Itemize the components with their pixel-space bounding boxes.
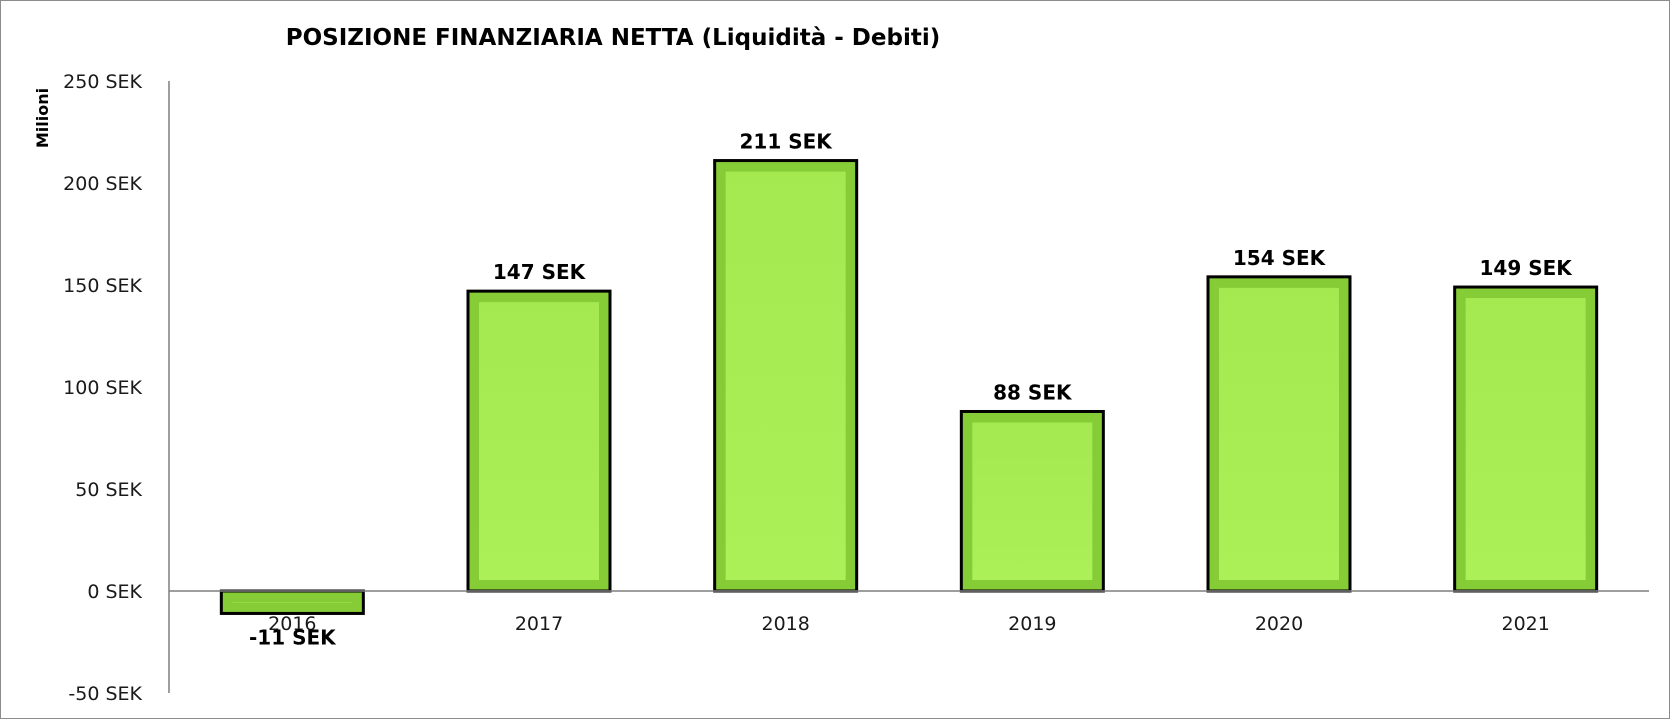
y-tick-label: 100 SEK bbox=[63, 377, 142, 399]
y-tick-label: -50 SEK bbox=[68, 683, 142, 705]
bar-inner bbox=[479, 302, 599, 580]
bar bbox=[219, 589, 365, 615]
bar-inner bbox=[1465, 298, 1586, 580]
y-axis-label: Milioni bbox=[33, 88, 52, 148]
category-labels: 2016 2017 2018 2019 2020 2021 bbox=[268, 613, 1550, 635]
x-tick-label: 2020 bbox=[1255, 613, 1303, 635]
data-label: 149 SEK bbox=[1480, 256, 1574, 280]
y-tick-label: 150 SEK bbox=[63, 275, 142, 297]
x-tick-label: 2021 bbox=[1501, 613, 1549, 635]
data-label: -11 SEK bbox=[249, 625, 337, 649]
x-tick-label: 2016 bbox=[268, 613, 316, 635]
bar bbox=[713, 159, 859, 593]
bar-inner bbox=[972, 422, 1093, 580]
data-label: 88 SEK bbox=[993, 380, 1073, 404]
bars bbox=[219, 159, 1599, 615]
data-label: 154 SEK bbox=[1233, 246, 1327, 270]
x-tick-label: 2019 bbox=[1008, 613, 1056, 635]
y-axis-ticks: 250 SEK 200 SEK 150 SEK 100 SEK 50 SEK 0 SEK -… bbox=[63, 71, 142, 705]
y-tick-label: 50 SEK bbox=[75, 479, 142, 501]
bar bbox=[1453, 285, 1599, 593]
data-labels: -11 SEK 147 SEK 211 SEK 88 SEK 154 SEK 149 SE… bbox=[249, 130, 1573, 650]
y-tick-label: 0 SEK bbox=[87, 581, 142, 603]
bar bbox=[1206, 275, 1352, 593]
chart-title: POSIZIONE FINANZIARIA NETTA (Liquidità -… bbox=[286, 25, 940, 51]
data-label: 211 SEK bbox=[740, 130, 834, 154]
data-label: 147 SEK bbox=[493, 260, 587, 284]
bar bbox=[466, 289, 612, 593]
bar-inner bbox=[725, 171, 846, 580]
bar bbox=[959, 409, 1105, 593]
x-tick-label: 2018 bbox=[761, 613, 809, 635]
bar-inner bbox=[1219, 287, 1339, 580]
y-tick-label: 200 SEK bbox=[63, 173, 142, 195]
y-tick-label: 250 SEK bbox=[63, 71, 142, 93]
x-tick-label: 2017 bbox=[515, 613, 563, 635]
